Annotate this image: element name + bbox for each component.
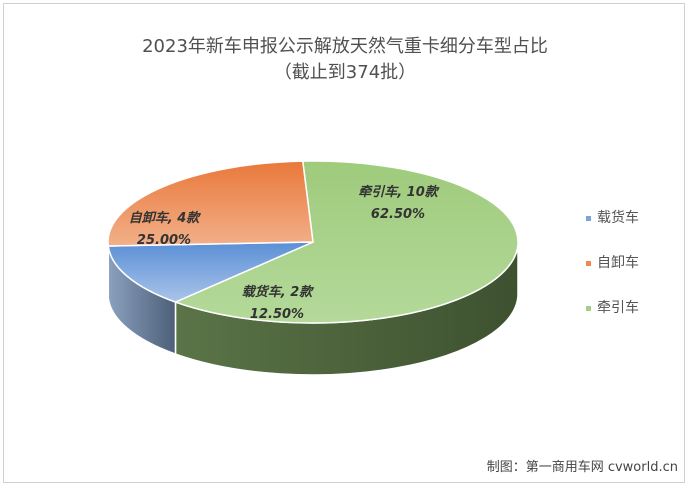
data-label-name: 牵引车, 10款 bbox=[358, 184, 440, 200]
legend-marker bbox=[586, 215, 591, 221]
legend-label: 自卸车 bbox=[597, 255, 639, 271]
data-label-percent: 62.50% bbox=[371, 207, 425, 222]
legend-marker bbox=[586, 305, 591, 311]
chart-title-line1: 2023年新车申报公示解放天然气重卡细分车型占比 bbox=[142, 36, 548, 57]
legend-marker bbox=[586, 260, 591, 266]
source-credit: 制图：第一商用车网 cvworld.cn bbox=[486, 460, 678, 475]
legend-label: 牵引车 bbox=[597, 300, 639, 316]
data-label-name: 载货车, 2款 bbox=[242, 284, 315, 300]
pie-slice bbox=[107, 241, 314, 303]
legend-item: 自卸车 bbox=[586, 251, 639, 275]
legend-item: 载货车 bbox=[586, 206, 639, 230]
data-label-percent: 25.00% bbox=[137, 233, 191, 248]
pie-slice bbox=[107, 160, 314, 247]
data-label-percent: 12.50% bbox=[250, 307, 304, 322]
chart-title: 2023年新车申报公示解放天然气重卡细分车型占比 （截止到374批） bbox=[0, 34, 690, 86]
legend-label: 载货车 bbox=[597, 210, 639, 226]
data-label-name: 自卸车, 4款 bbox=[129, 210, 202, 226]
chart-legend: 载货车 自卸车 牵引车 bbox=[586, 206, 639, 341]
chart-title-line2: （截止到374批） bbox=[273, 62, 417, 83]
legend-item: 牵引车 bbox=[586, 296, 639, 320]
pie-slice bbox=[173, 160, 519, 324]
